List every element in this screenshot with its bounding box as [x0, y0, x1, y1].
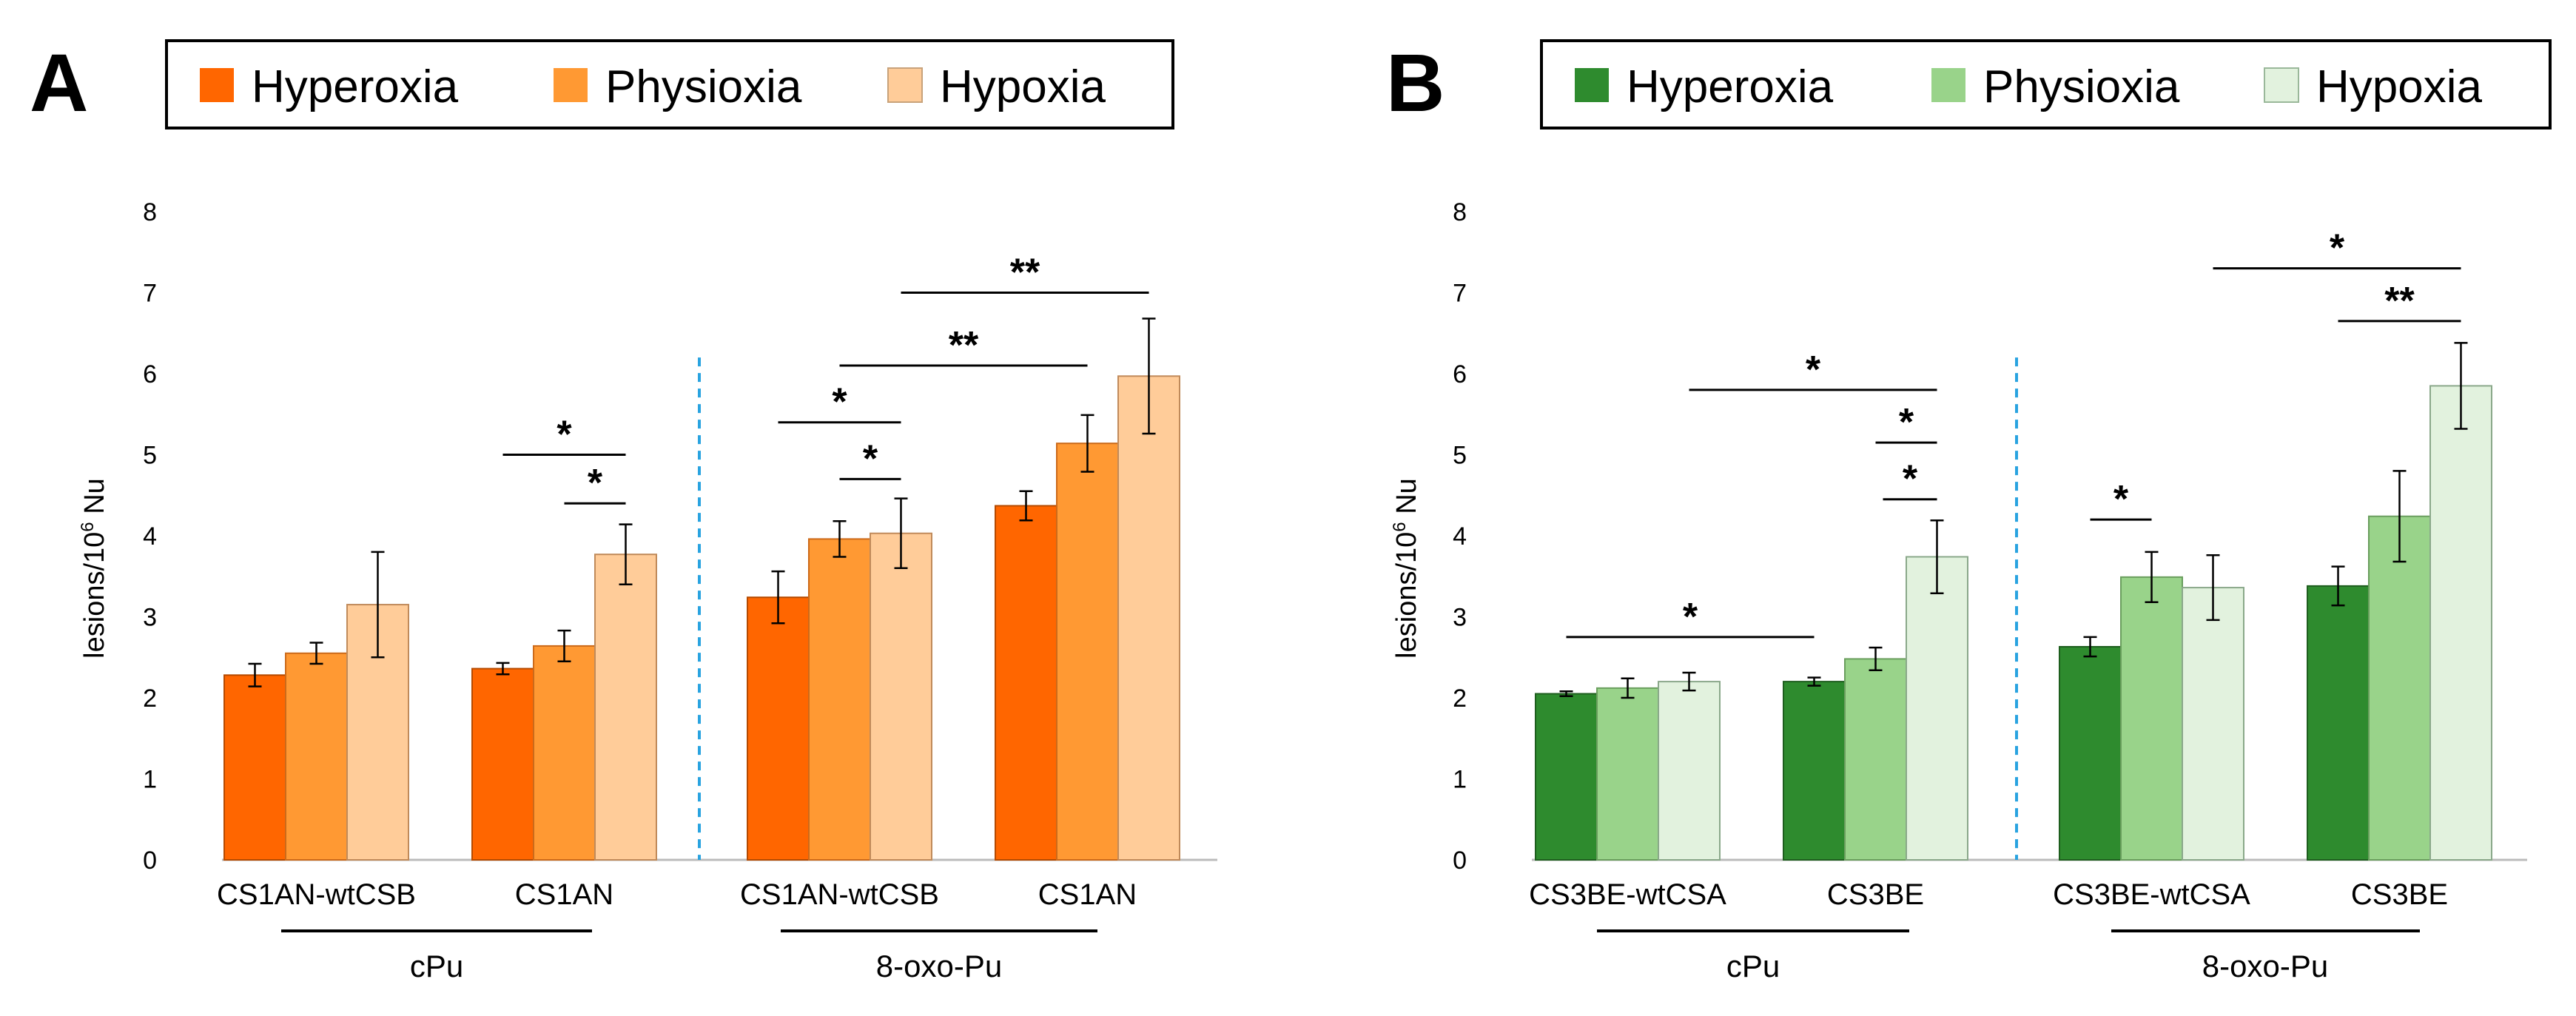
category-b-0: CS3BE-wtCSA: [1529, 878, 1726, 911]
sig-label-a-3: *: [863, 437, 878, 480]
panel-b-groups: cPu 8-oxo-Pu: [1597, 929, 2420, 983]
ytick-b-3: 3: [1453, 604, 1467, 632]
bar-a-hyperoxia-3: [995, 505, 1057, 861]
sig-label-a-5: **: [1010, 252, 1040, 295]
ytick-a-7: 7: [143, 280, 157, 308]
panel-b-axis: 0 1 2 3 4 5 6 7 8 CS3BE-wtCSA CS3BE CS3BE-wtCSA CS3B…: [1453, 198, 2527, 911]
bar-a-physioxia-0: [285, 652, 348, 861]
group-a-cpu: cPu: [410, 949, 463, 983]
sig-label-a-1: *: [588, 462, 603, 505]
ytick-a-2: 2: [143, 684, 157, 713]
bar-a-hyperoxia-1: [471, 667, 534, 861]
panel-b-ylabel: lesions/106 Nu: [1390, 478, 1422, 659]
panel-a-axis: 0 1 2 3 4 5 6 7 8 CS1AN-wtCSB CS1AN CS1AN-wtCSB CS1A…: [143, 198, 1217, 911]
ytick-b-8: 8: [1453, 198, 1467, 226]
sig-label-a-2: *: [832, 381, 847, 424]
legend-a-physioxia: Physioxia: [605, 61, 802, 112]
ytick-b-5: 5: [1453, 442, 1467, 470]
legend-b-hyperoxia: Hyperoxia: [1627, 61, 1834, 112]
bar-a-hypoxia-1: [594, 554, 657, 861]
sig-label-a-4: **: [949, 324, 979, 367]
bar-b-hypoxia-1: [1906, 556, 1968, 861]
bar-a-hyperoxia-2: [747, 596, 810, 861]
panel-a: A Hyperoxia Physioxia Hypoxia lesions/10…: [30, 38, 1217, 983]
panel-b-legend: Hyperoxia Physioxia Hypoxia: [1540, 39, 2552, 129]
category-b-2: CS3BE-wtCSA: [2053, 878, 2250, 911]
bar-b-hyperoxia-3: [2307, 585, 2370, 861]
panel-a-letter: A: [30, 38, 88, 129]
bar-a-physioxia-1: [533, 645, 596, 861]
legend-b-physioxia: Physioxia: [1983, 61, 2180, 112]
group-a-8oxopu: 8-oxo-Pu: [876, 949, 1002, 983]
sig-label-b-4: *: [2113, 478, 2129, 521]
ytick-a-0: 0: [143, 847, 157, 875]
legend-a-hyperoxia-swatch: [200, 68, 234, 102]
category-a-0: CS1AN-wtCSB: [217, 878, 416, 911]
bar-b-hyperoxia-1: [1783, 681, 1846, 861]
legend-b-hyperoxia-swatch: [1575, 68, 1609, 102]
ytick-a-1: 1: [143, 766, 157, 794]
legend-a-physioxia-swatch: [554, 68, 588, 102]
panel-b-legend-box: [1540, 39, 2552, 129]
panel-b-bars: [1535, 342, 2492, 861]
panel-b-significance: ********: [1566, 227, 2461, 639]
legend-a-hypoxia: Hypoxia: [940, 61, 1106, 112]
legend-b-hypoxia-swatch: [2264, 67, 2299, 103]
sig-label-b-5: **: [2384, 280, 2415, 323]
legend-a-hyperoxia: Hyperoxia: [252, 61, 459, 112]
panel-a-legend: Hyperoxia Physioxia Hypoxia: [165, 39, 1174, 129]
ytick-a-6: 6: [143, 360, 157, 388]
panel-a-bars: [223, 317, 1180, 861]
sig-label-b-6: *: [2330, 227, 2345, 270]
sig-label-b-3: *: [1806, 349, 1821, 391]
bar-b-physioxia-0: [1596, 687, 1659, 861]
ytick-b-4: 4: [1453, 522, 1467, 551]
bar-a-physioxia-3: [1056, 443, 1119, 861]
ytick-b-7: 7: [1453, 280, 1467, 308]
category-a-1: CS1AN: [515, 878, 613, 911]
category-b-1: CS3BE: [1827, 878, 1924, 911]
sig-label-a-0: *: [556, 414, 572, 457]
legend-b-physioxia-swatch: [1931, 68, 1965, 102]
ytick-a-8: 8: [143, 198, 157, 226]
sig-label-b-0: *: [1683, 596, 1698, 639]
bar-b-hyperoxia-2: [2059, 646, 2122, 861]
panel-a-significance: ********: [502, 252, 1149, 505]
bar-a-physioxia-2: [808, 538, 871, 861]
sig-label-b-2: *: [1899, 401, 1914, 444]
ytick-b-6: 6: [1453, 360, 1467, 388]
ytick-a-5: 5: [143, 442, 157, 470]
panel-b-letter: B: [1386, 38, 1445, 129]
ytick-b-2: 2: [1453, 684, 1467, 713]
bar-b-hypoxia-3: [2429, 385, 2492, 861]
bar-b-hypoxia-2: [2182, 587, 2244, 861]
ytick-a-3: 3: [143, 604, 157, 632]
group-b-cpu: cPu: [1726, 949, 1780, 983]
legend-a-hypoxia-swatch: [887, 67, 923, 103]
group-b-8oxopu: 8-oxo-Pu: [2202, 949, 2328, 983]
sig-label-b-1: *: [1903, 458, 1918, 501]
legend-b-hypoxia: Hypoxia: [2316, 61, 2483, 112]
bar-b-physioxia-1: [1844, 658, 1907, 861]
panel-a-groups: cPu 8-oxo-Pu: [281, 929, 1097, 983]
category-a-3: CS1AN: [1038, 878, 1137, 911]
bar-a-hyperoxia-0: [223, 674, 286, 861]
panel-b: B Hyperoxia Physioxia Hypoxia lesions/10…: [1386, 38, 2552, 983]
category-b-3: CS3BE: [2351, 878, 2448, 911]
category-a-2: CS1AN-wtCSB: [740, 878, 939, 911]
bar-b-physioxia-3: [2368, 515, 2431, 861]
ytick-b-0: 0: [1453, 847, 1467, 875]
ytick-b-1: 1: [1453, 766, 1467, 794]
bar-a-hypoxia-2: [870, 532, 932, 861]
bar-b-hyperoxia-0: [1535, 693, 1598, 861]
panel-a-legend-box: [165, 39, 1174, 129]
ytick-a-4: 4: [143, 522, 157, 551]
bar-b-physioxia-2: [2120, 576, 2183, 861]
bar-a-hypoxia-3: [1117, 375, 1180, 861]
panel-a-ylabel: lesions/106 Nu: [78, 478, 110, 659]
bar-b-hypoxia-0: [1658, 681, 1721, 861]
